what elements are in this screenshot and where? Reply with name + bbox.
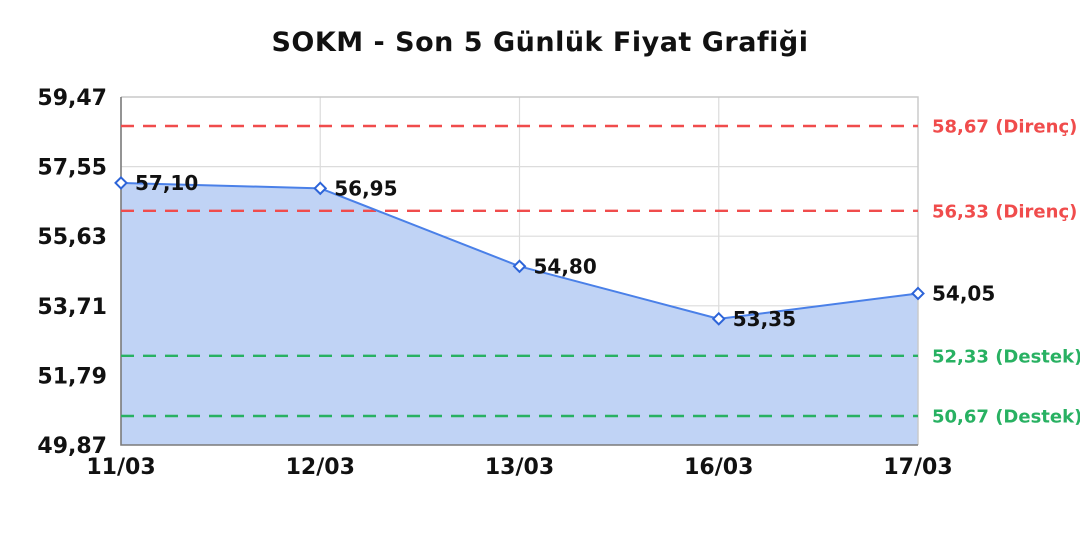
data-point-marker (911, 286, 925, 301)
price-area-fill (121, 182, 918, 445)
resistance-label: 56,33 (Direnç) (932, 201, 1077, 222)
x-axis-tick-label: 16/03 (684, 455, 753, 480)
data-point-marker (512, 259, 527, 274)
data-point-label: 53,35 (733, 307, 796, 331)
y-axis-tick-label: 53,71 (37, 295, 107, 320)
data-point-label: 57,10 (135, 171, 198, 195)
data-point-label: 54,80 (534, 254, 597, 278)
chart-title: SOKM - Son 5 Günlük Fiyat Grafiği (271, 27, 809, 58)
plot-axis-line (120, 97, 918, 446)
x-axis-tick-label: 12/03 (286, 455, 355, 480)
y-axis-tick-label: 59,47 (37, 86, 107, 111)
data-point-marker (711, 311, 726, 326)
y-axis-tick-label: 57,55 (37, 156, 107, 181)
x-axis-tick-label: 17/03 (883, 455, 952, 480)
y-axis-tick-label: 55,63 (37, 225, 107, 250)
data-point-label: 54,05 (932, 281, 995, 305)
resistance-label: 58,67 (Direnç) (932, 117, 1077, 138)
y-axis-tick-label: 49,87 (37, 434, 107, 459)
data-point-marker (114, 175, 128, 190)
support-label: 50,67 (Destek) (932, 407, 1080, 428)
x-axis-tick-label: 11/03 (86, 455, 155, 480)
data-point-label: 56,95 (334, 176, 397, 200)
data-point-marker (313, 181, 328, 196)
plot-border-light (121, 96, 919, 445)
y-axis-tick-label: 51,79 (37, 364, 107, 389)
x-axis-tick-label: 13/03 (485, 455, 554, 480)
support-label: 52,33 (Destek) (932, 346, 1080, 367)
